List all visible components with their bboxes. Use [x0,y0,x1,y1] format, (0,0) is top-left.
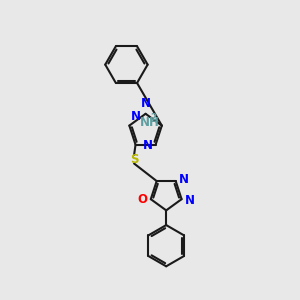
Text: NH: NH [140,116,160,129]
Text: N: N [141,97,151,110]
Text: S: S [130,153,138,166]
Text: N: N [131,110,141,123]
Text: O: O [137,193,147,206]
Text: N: N [185,194,195,207]
Text: 2: 2 [150,113,157,122]
Text: N: N [143,140,153,152]
Text: N: N [179,173,189,186]
